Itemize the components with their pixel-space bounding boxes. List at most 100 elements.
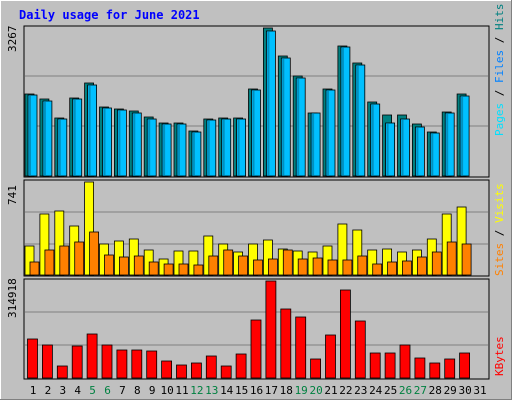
x-tick-label-day-5: 5 [89,384,96,397]
bar-files-day-29 [444,112,455,177]
bar-visits-day-3 [54,210,65,276]
x-tick-label-day-8: 8 [134,384,141,397]
x-tick-label-day-25: 25 [384,384,397,397]
bar-files-day-5 [87,84,97,177]
bar-sites-day-25 [387,261,398,276]
bar-sites-day-18 [282,249,293,276]
bar-kbytes-day-26 [399,344,411,379]
bar-kbytes-day-5 [86,333,98,379]
bar-kbytes-day-7 [116,349,128,379]
x-tick-label-day-24: 24 [369,384,383,397]
bar-visits-day-13 [203,235,214,276]
x-tick-label-day-13: 13 [205,384,218,397]
bar-files-day-24-shade [371,105,374,175]
x-tick-label-day-2: 2 [45,384,52,397]
x-tick-label-day-23: 23 [354,384,367,397]
x-tick-label-day-11: 11 [175,384,188,397]
legend-sep-3: / [493,223,506,243]
bar-files-day-27 [414,126,425,177]
bar-visits-day-23 [352,229,363,276]
legend-hits-files-pages: Pages / Files / Hits [493,4,506,137]
bar-sites-day-11 [178,263,189,276]
bar-files-day-20 [310,112,321,177]
bar-sites-day-2 [44,249,55,276]
x-tick-label-day-12: 12 [190,384,203,397]
x-tick-label-day-9: 9 [149,384,156,397]
bar-files-day-13 [206,119,217,177]
legend-sep-1: / [493,83,506,103]
legend-visits-sites: Sites / Visits [493,183,506,276]
x-tick-label-day-17: 17 [265,384,278,397]
bar-files-day-7 [117,109,127,177]
bar-kbytes-day-29 [444,358,456,379]
bar-sites-day-28 [431,251,442,276]
bar-kbytes-day-25 [384,352,396,379]
bar-kbytes-day-2 [42,344,53,379]
x-axis-labels: 1 2 3 4 5 6 7 8 9 10 11 12 13 14 15 16 17 18 19 20 21 22 23 24 2… [30,384,487,397]
bar-files-day-2-shade [43,102,46,175]
bar-files-day-24 [370,103,381,177]
x-tick-label-day-26: 26 [399,384,412,397]
bar-files-day-1-shade [29,96,31,175]
bar-visits-day-11 [173,250,184,276]
bar-kbytes-day-21 [325,334,336,379]
x-tick-label-day-27: 27 [414,384,427,397]
x-tick-label-day-21: 21 [324,384,337,397]
bar-sites-day-3 [59,245,70,276]
bar-sites-day-19 [297,258,308,276]
bar-sites-day-4 [74,241,85,276]
bar-kbytes-day-6 [101,344,113,379]
bar-files-day-19-shade [297,79,300,175]
x-tick-label-day-28: 28 [429,384,442,397]
bar-files-day-28-shade [431,134,434,175]
bar-sites-day-16 [253,259,263,276]
panel-hits-max-label: 3267 [6,26,19,53]
panel-visits-max-label: 741 [6,185,19,205]
x-tick-label-day-20: 20 [309,384,322,397]
bar-kbytes-day-24 [369,352,381,379]
bar-sites-day-7 [119,256,129,276]
bar-files-day-28 [429,132,440,177]
bars [24,27,472,379]
bar-kbytes-day-12 [190,362,202,379]
x-tick-label-day-30: 30 [458,384,471,397]
bar-sites-day-14 [223,249,234,276]
bar-kbytes-day-17 [265,280,277,379]
bar-kbytes-day-20 [310,358,322,379]
bar-files-day-21 [325,89,336,177]
bar-sites-day-6 [104,254,114,276]
x-tick-label-day-15: 15 [235,384,248,397]
bar-files-day-22-shade [341,48,344,175]
bar-sites-day-10 [163,263,174,276]
legend-sites: Sites [493,243,506,276]
legend-kbytes: KBytes [493,336,506,376]
bar-files-day-29-shade [446,114,449,175]
bar-files-day-17-shade [267,32,270,175]
bar-files-day-15-shade [237,120,240,175]
bar-files-day-6 [102,107,112,177]
bar-files-day-14-shade [222,120,225,175]
bar-files-day-30 [459,95,470,177]
bar-kbytes-day-22 [339,289,351,379]
bar-kbytes-day-1 [27,338,38,379]
bar-kbytes-day-14 [220,365,232,379]
x-tick-label-day-4: 4 [74,384,81,397]
bar-files-day-16-shade [252,91,255,175]
bar-sites-day-27 [416,256,427,276]
bar-visits-day-17 [262,239,273,276]
bar-files-day-12 [191,131,202,177]
bar-sites-day-30 [461,243,472,276]
bar-files-day-9 [146,118,157,177]
x-tick-label-day-3: 3 [59,384,66,397]
bar-kbytes-day-15 [235,353,247,379]
x-tick-label-day-7: 7 [119,384,126,397]
bar-files-day-3-shade [58,120,61,175]
bar-sites-day-9 [148,261,159,276]
x-tick-label-day-31: 31 [473,384,486,397]
bar-sites-day-26 [402,260,412,276]
x-tick-label-day-6: 6 [104,384,111,397]
bar-sites-day-22 [342,259,353,276]
x-tick-label-day-29: 29 [444,384,457,397]
bar-files-day-4 [72,98,83,177]
